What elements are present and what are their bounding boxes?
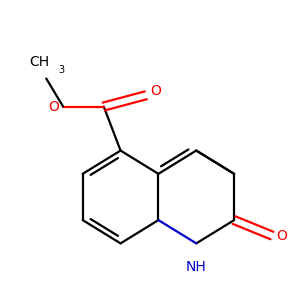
Text: O: O (150, 84, 161, 98)
Text: CH: CH (29, 55, 49, 69)
Text: NH: NH (186, 260, 207, 274)
Text: O: O (48, 100, 59, 113)
Text: O: O (276, 229, 287, 242)
Text: 3: 3 (58, 65, 64, 75)
